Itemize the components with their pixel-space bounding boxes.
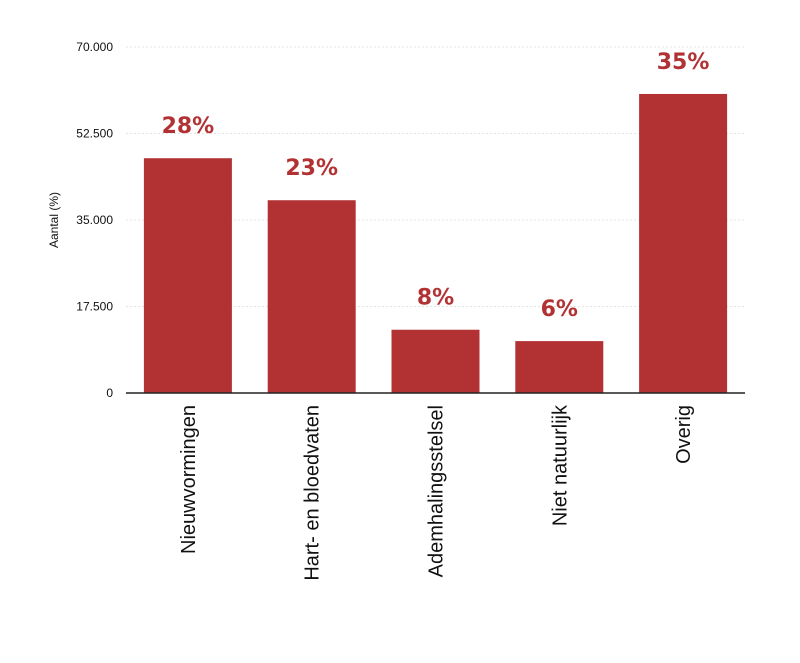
bars — [143, 93, 728, 393]
x-category-label: Overig — [673, 405, 695, 464]
data-label: 28% — [162, 114, 215, 139]
y-tick-label: 17.500 — [76, 300, 113, 314]
bar — [515, 341, 604, 393]
y-tick-label: 70.000 — [76, 40, 113, 54]
data-label: 35% — [657, 50, 710, 75]
y-axis-ticks: 0 17.500 35.000 52.500 70.000 — [76, 40, 113, 400]
x-axis-categories: Nieuwvormingen Hart- en bloedvaten Ademhal… — [178, 404, 695, 581]
data-labels: 28% 23% 8% 6% 35% — [162, 50, 710, 322]
data-label: 6% — [541, 297, 578, 322]
gridlines — [126, 46, 745, 307]
x-category-label: Nieuwvormingen — [178, 405, 200, 554]
y-axis-title: Aantal (%) — [47, 192, 61, 248]
bar — [391, 329, 480, 393]
bar — [639, 93, 728, 393]
bar — [143, 158, 232, 393]
y-tick-label: 35.000 — [76, 213, 113, 227]
bar — [267, 200, 356, 393]
x-category-label: Niet natuurlijk — [549, 404, 571, 526]
y-tick-label: 0 — [106, 386, 113, 400]
x-category-label: Ademhalingsstelsel — [426, 405, 448, 577]
x-category-label: Hart- en bloedvaten — [302, 405, 324, 581]
data-label: 23% — [285, 156, 338, 181]
y-tick-label: 52.500 — [76, 127, 113, 141]
data-label: 8% — [417, 286, 454, 311]
